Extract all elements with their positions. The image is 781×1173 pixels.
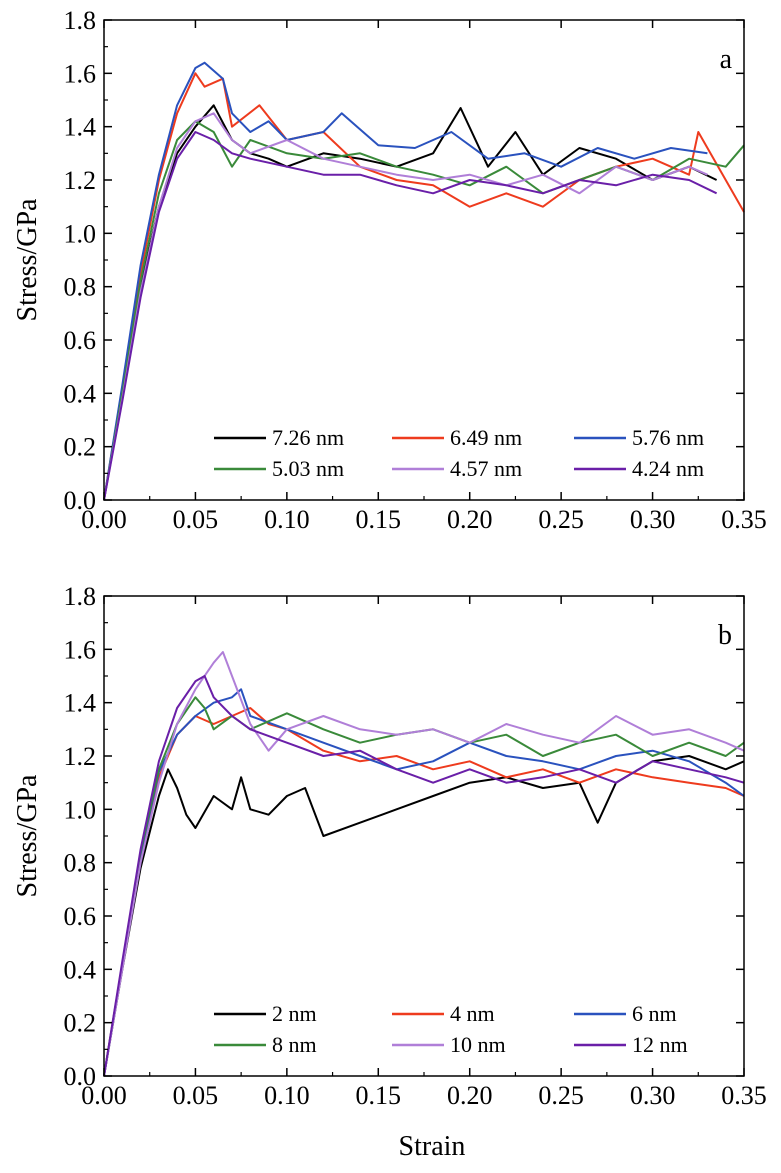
x-tick-label: 0.20 [447, 505, 493, 534]
y-tick-label: 1.0 [64, 795, 97, 824]
series-line-2-nm [103, 755, 745, 1077]
y-tick-label: 0.8 [64, 273, 97, 302]
series-line-6-49-nm [103, 72, 745, 501]
legend-label: 4 nm [450, 1001, 495, 1026]
legend-label: 2 nm [272, 1001, 317, 1026]
legend-label: 7.26 nm [272, 425, 344, 450]
y-tick-label: 1.6 [64, 59, 97, 88]
y-tick-label: 1.0 [64, 219, 97, 248]
y-axis-title: Stress/GPa [12, 198, 43, 321]
y-tick-label: 0.6 [64, 902, 97, 931]
y-tick-label: 1.4 [64, 689, 97, 718]
series-line-6-nm [103, 688, 745, 1077]
y-tick-label: 0.6 [64, 326, 97, 355]
x-tick-label: 0.00 [81, 505, 127, 534]
x-tick-label: 0.15 [356, 505, 402, 534]
x-tick-label: 0.00 [81, 1081, 127, 1110]
y-tick-label: 1.8 [64, 582, 97, 611]
y-tick-label: 0.2 [64, 433, 97, 462]
x-tick-label: 0.30 [630, 1081, 676, 1110]
panel-label: b [718, 620, 732, 651]
y-tick-label: 0.0 [64, 486, 97, 515]
series-line-4-24-nm [103, 131, 718, 501]
legend-label: 10 nm [450, 1032, 506, 1057]
legend-label: 6.49 nm [450, 425, 522, 450]
y-tick-label: 1.6 [64, 635, 97, 664]
x-tick-label: 0.30 [630, 505, 676, 534]
y-tick-label: 1.8 [64, 6, 97, 35]
y-tick-label: 1.2 [64, 166, 97, 195]
x-tick-label: 0.10 [264, 1081, 310, 1110]
y-tick-label: 1.2 [64, 742, 97, 771]
x-tick-label: 0.35 [721, 1081, 767, 1110]
panel-b: 0.00 0.05 0.10 0.15 0.20 0.25 0.30 0.35 0.0 0.2 0.… [12, 582, 767, 1110]
y-tick-label: 0.4 [64, 379, 97, 408]
series-line-4-57-nm [103, 112, 708, 501]
legend-label: 12 nm [632, 1032, 688, 1057]
y-axis-title: Stress/GPa [12, 774, 43, 897]
series-line-5-76-nm [103, 61, 708, 501]
x-tick-label: 0.05 [173, 1081, 219, 1110]
x-tick-label: 0.25 [538, 505, 584, 534]
y-tick-label: 0.8 [64, 849, 97, 878]
x-tick-label: 0.05 [173, 505, 219, 534]
panel-label: a [720, 44, 733, 75]
x-axis-title: Strain [399, 1131, 466, 1162]
legend-label: 8 nm [272, 1032, 317, 1057]
legend-label: 5.03 nm [272, 456, 344, 481]
legend-label: 4.24 nm [632, 456, 704, 481]
x-tick-label: 0.35 [721, 505, 767, 534]
y-tick-label: 0.4 [64, 955, 97, 984]
series-line-12-nm [103, 675, 745, 1077]
y-tick-label: 1.4 [64, 113, 97, 142]
x-tick-label: 0.20 [447, 1081, 493, 1110]
series-line-10-nm [103, 651, 745, 1077]
legend-label: 4.57 nm [450, 456, 522, 481]
y-tick-label: 0.2 [64, 1009, 97, 1038]
panel-a: 0.00 0.05 0.10 0.15 0.20 0.25 0.30 0.35 0.0 0.2 0.… [12, 6, 767, 534]
x-tick-label: 0.25 [538, 1081, 584, 1110]
legend-label: 5.76 nm [632, 425, 704, 450]
x-tick-label: 0.15 [356, 1081, 402, 1110]
legend-label: 6 nm [632, 1001, 677, 1026]
x-tick-label: 0.10 [264, 505, 310, 534]
y-tick-label: 0.0 [64, 1062, 97, 1091]
